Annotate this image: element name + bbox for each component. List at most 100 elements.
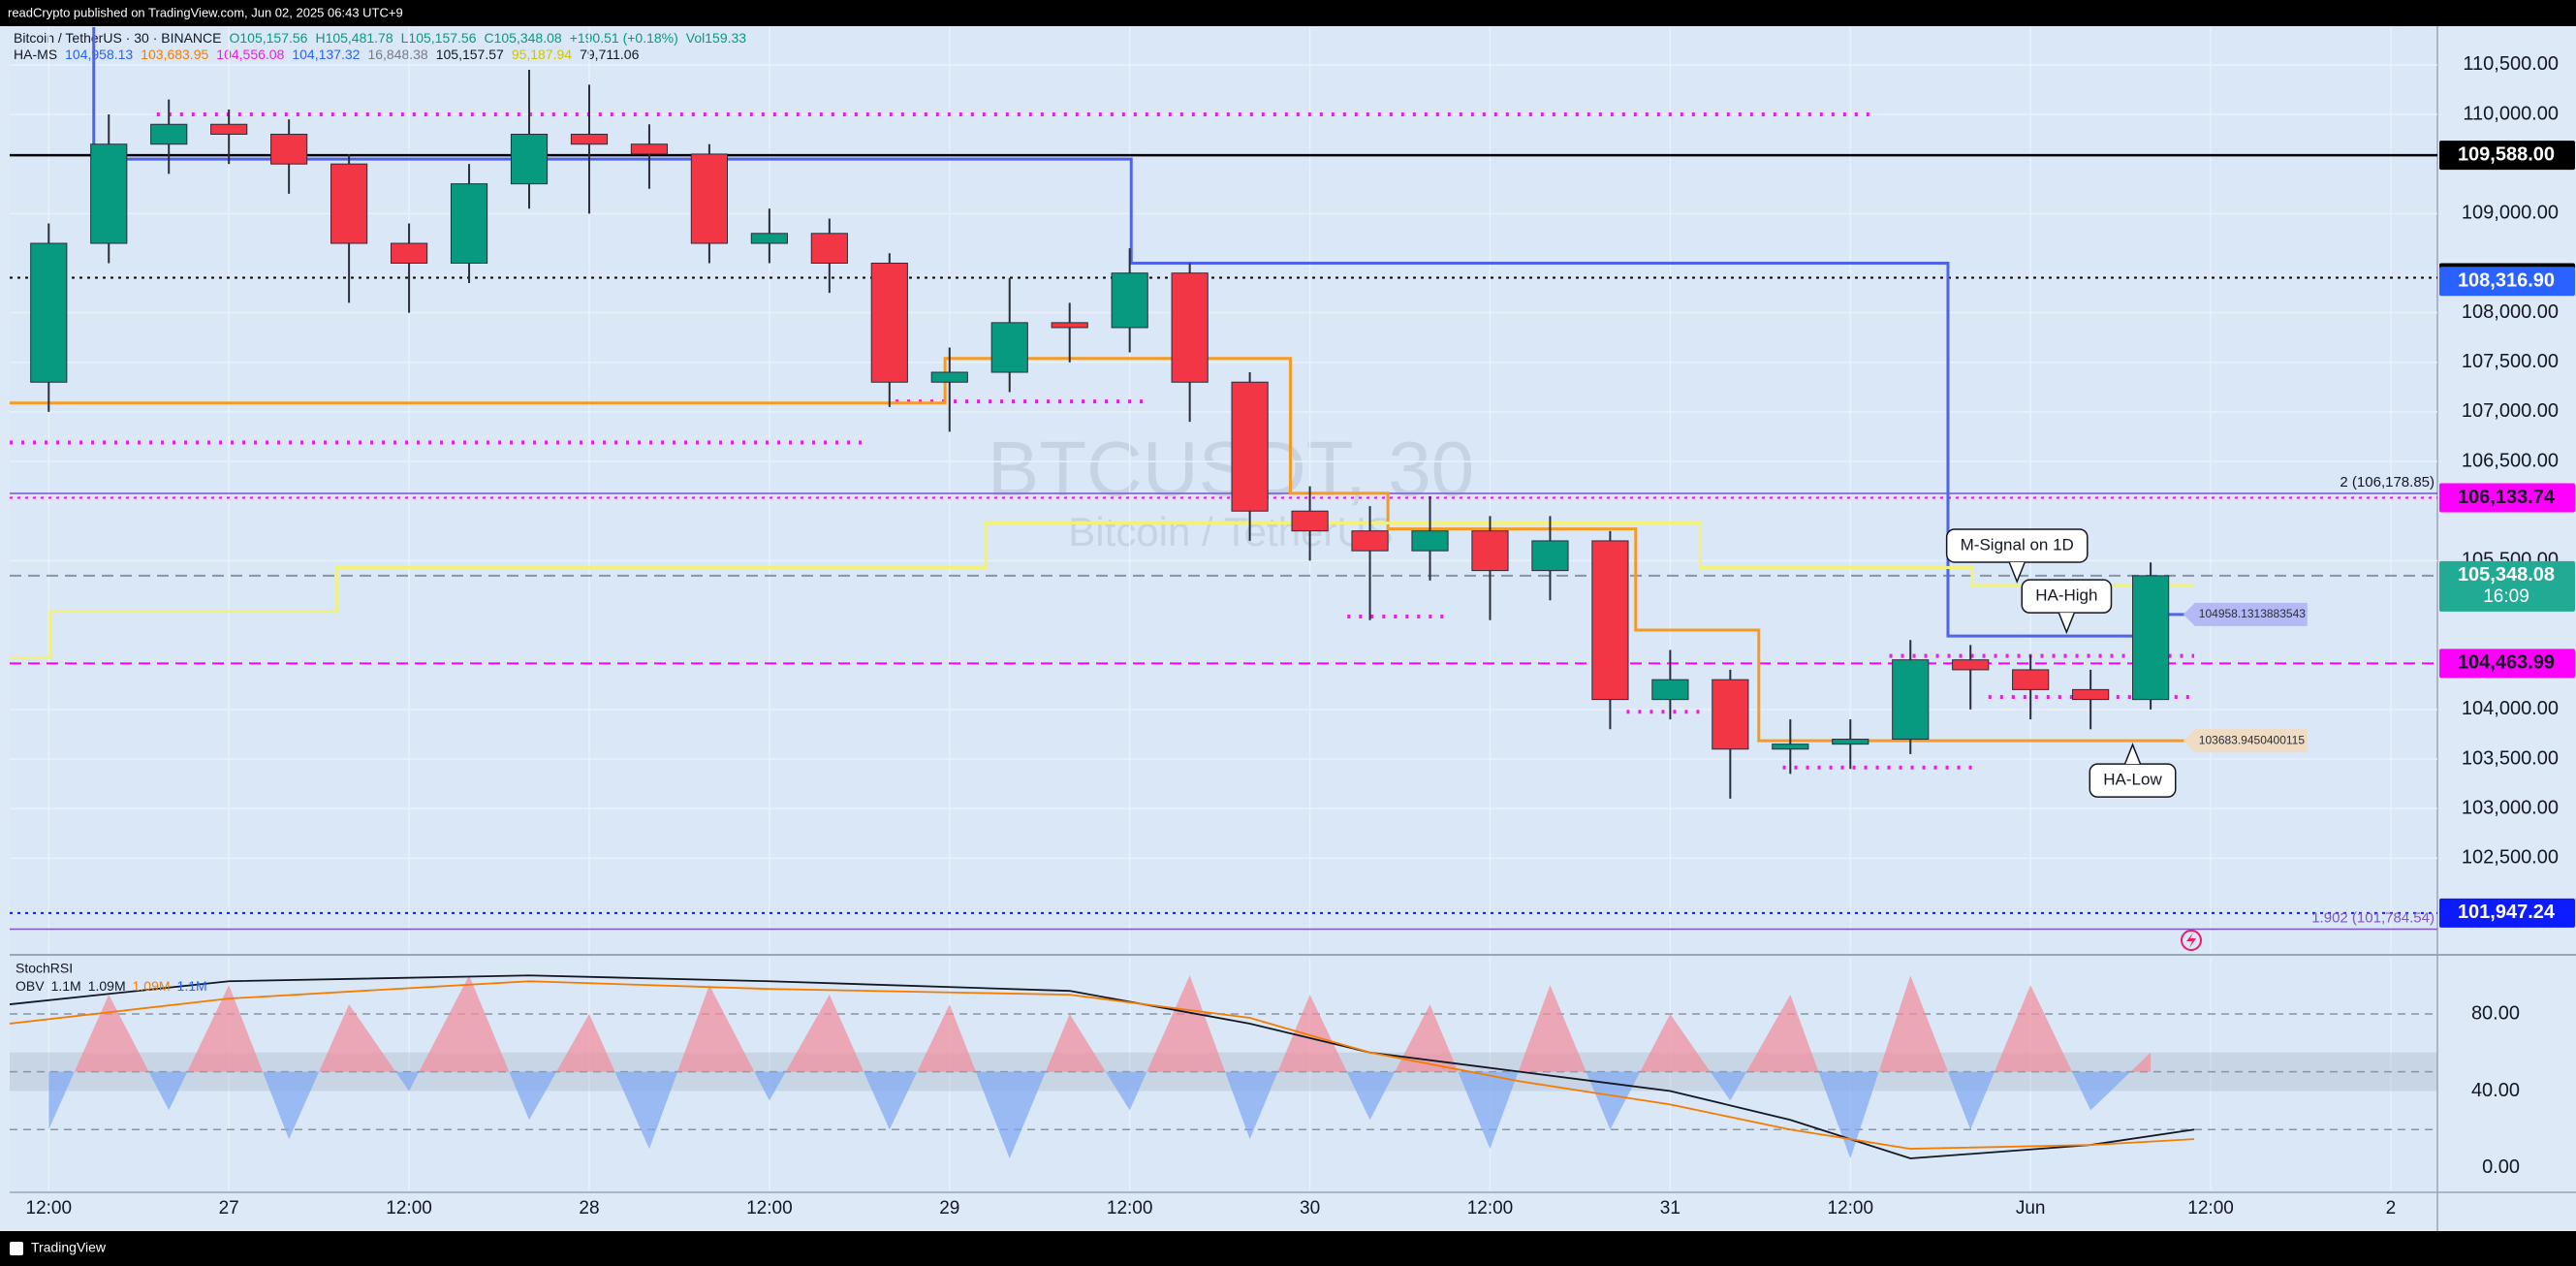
indicator-value: 104,137.32	[292, 47, 360, 62]
callout: HA-High	[2021, 579, 2113, 635]
osc-legend-item: 1.1M	[51, 978, 81, 994]
time-tick-label: Jun	[2016, 1198, 2046, 1219]
callout-text: HA-Low	[2103, 771, 2162, 789]
ohlc-value: C105,348.08	[485, 30, 562, 46]
indicator-value: 103,683.95	[141, 47, 208, 62]
ohlc-value: H105,481.78	[315, 30, 393, 46]
oscillator-plot	[10, 974, 2437, 1159]
bottom-bar	[0, 1231, 2576, 1266]
fib-label: 2 (106,178.85)	[2340, 474, 2435, 491]
candle-body	[1531, 540, 1569, 572]
osc-legend: OBV 1.1M 1.09M 1.09M 1.1M	[16, 978, 207, 994]
osc-legend-item: 1.09M	[88, 978, 126, 994]
price-label: 104,463.99	[2458, 652, 2555, 674]
main-plot	[10, 27, 2437, 931]
k-area-up	[74, 975, 2152, 1072]
time-tick-label: 29	[939, 1198, 959, 1219]
price-tick-label: 103,000.00	[2462, 797, 2559, 818]
price-label-box	[2439, 898, 2575, 928]
value-tag	[2183, 729, 2308, 753]
price-label-box	[2439, 267, 2575, 297]
price-label-box	[2439, 141, 2575, 171]
price-label-box	[2439, 560, 2575, 612]
candle-body	[1892, 659, 1930, 741]
candle-body	[930, 371, 968, 383]
time-tick-label: 12:00	[2187, 1198, 2234, 1219]
top-bar	[0, 0, 2576, 26]
callout-text: M-Signal on 1D	[1961, 535, 2074, 554]
indicator-value: 16,848.38	[367, 47, 427, 62]
symbol-line: Bitcoin / TetherUS · 30 · BINANCE O105,15…	[14, 30, 746, 46]
callout-text: HA-High	[2035, 586, 2097, 605]
lightning-icon	[2181, 930, 2202, 951]
candle-body	[1351, 530, 1389, 552]
osc-line	[10, 980, 2195, 1150]
price-tick-label: 110,500.00	[2463, 53, 2559, 75]
ohlc-value: Vol159.33	[686, 30, 746, 46]
candle-body	[810, 233, 848, 264]
candle-body	[690, 153, 729, 244]
osc-tick-label: 80.00	[2471, 1002, 2520, 1024]
price-label-time: 16:09	[2483, 586, 2529, 607]
value-tag-label: 104958.1313883543	[2199, 607, 2306, 620]
price-tick-label: 102,500.00	[2462, 847, 2559, 869]
watermark-subtitle: Bitcoin / TetherUS	[1068, 509, 1393, 554]
candle-body	[150, 123, 188, 145]
candle-body	[30, 242, 68, 383]
candle-body	[270, 133, 308, 165]
osc-title: StochRSI	[16, 961, 73, 976]
osc-tick-label: 0.00	[2482, 1156, 2520, 1178]
osc-tick-label: 40.00	[2471, 1080, 2520, 1101]
price-tick-label: 107,500.00	[2462, 351, 2559, 372]
candle-body	[510, 133, 549, 185]
candle-body	[750, 233, 788, 244]
ohlc-value: L105,157.56	[401, 30, 477, 46]
candle-body	[1111, 272, 1148, 329]
price-tick-label: 106,500.00	[2462, 450, 2559, 471]
candle-body	[1231, 381, 1269, 512]
candle-body	[1832, 739, 1869, 745]
price-label-box	[2439, 483, 2575, 513]
indicator-line	[10, 357, 2195, 743]
k-up-group	[74, 975, 2152, 1072]
indicator-line: HA-MS 104,958.13 103,683.95 104,556.08 104,1…	[14, 47, 640, 62]
callout-pointer	[2008, 561, 2026, 584]
candle-body	[210, 123, 248, 135]
brand-logo	[10, 1242, 23, 1255]
grid	[10, 27, 2437, 1190]
candle-body	[1291, 510, 1329, 532]
candle-body	[1171, 272, 1209, 383]
price-label: 105,348.08	[2458, 564, 2555, 586]
candle-body	[990, 322, 1028, 373]
fib-label: 1.902 (101,784.54)	[2311, 909, 2435, 926]
time-tick-label: 2	[2386, 1198, 2397, 1219]
indicator-value: 79,711.06	[580, 47, 639, 62]
ohlc-value: +190.51 (+0.18%)	[570, 30, 678, 46]
indicator-value: 104,556.08	[216, 47, 284, 62]
value-tag	[2183, 602, 2308, 626]
price-tick-label: 109,000.00	[2462, 203, 2559, 224]
osc-legend-item: OBV	[16, 978, 45, 994]
time-tick-label: 12:00	[386, 1198, 432, 1219]
time-tick-label: 12:00	[1467, 1198, 1514, 1219]
candle-body	[1411, 530, 1449, 552]
price-tick-label: 107,000.00	[2462, 400, 2559, 422]
value-tag-label: 103683.9450400115	[2199, 733, 2306, 746]
price-tick-label: 108,000.00	[2462, 301, 2559, 323]
price-label: 101,947.24	[2458, 902, 2556, 923]
ohlc-value: O105,157.56	[229, 30, 307, 46]
candle-body	[1591, 540, 1629, 701]
callout: HA-Low	[2089, 743, 2177, 798]
callout-pointer	[2123, 743, 2142, 765]
k-area-down	[48, 1071, 2152, 1159]
candle-body	[2012, 669, 2050, 690]
callout-pointer	[2058, 612, 2076, 635]
indicator-name: HA-MS	[14, 47, 57, 62]
time-tick-label: 30	[1300, 1198, 1320, 1219]
k-down-group	[48, 1071, 2152, 1159]
time-tick-label: 31	[1660, 1198, 1681, 1219]
candle-body	[570, 133, 609, 145]
candle-body	[1952, 659, 1990, 671]
candle-body	[1712, 679, 1749, 750]
